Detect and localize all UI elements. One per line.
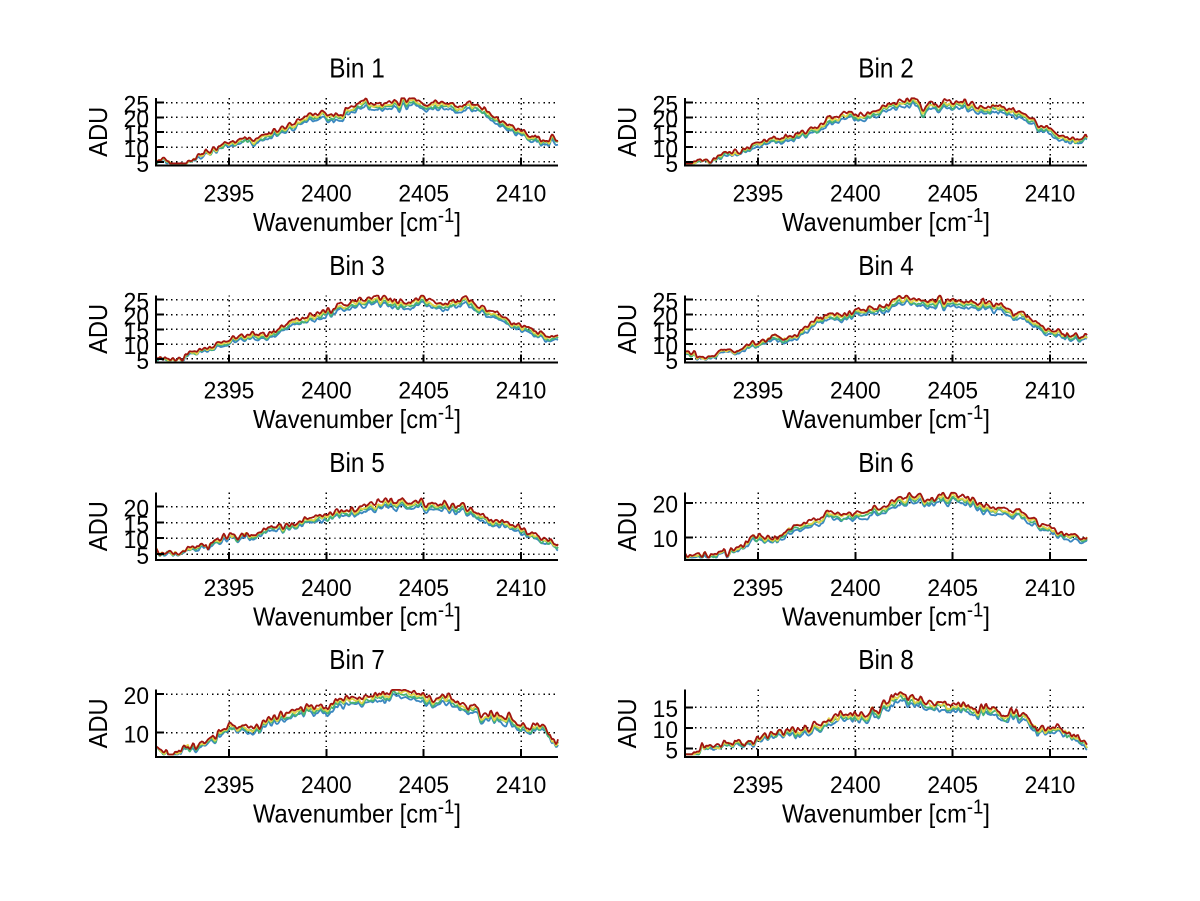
svg-text:ADU: ADU: [85, 501, 113, 551]
svg-text:5: 5: [136, 151, 149, 178]
svg-text:2405: 2405: [398, 772, 449, 799]
svg-text:Bin 3: Bin 3: [329, 249, 385, 281]
svg-text:2395: 2395: [204, 772, 255, 799]
svg-text:2405: 2405: [927, 575, 978, 602]
svg-text:2400: 2400: [301, 378, 352, 405]
svg-text:ADU: ADU: [614, 107, 642, 157]
svg-text:Wavenumber [cm-1]: Wavenumber [cm-1]: [782, 205, 990, 237]
svg-text:15: 15: [653, 318, 678, 345]
svg-text:10: 10: [124, 136, 149, 163]
svg-text:2405: 2405: [927, 181, 978, 208]
svg-text:Bin 2: Bin 2: [858, 52, 914, 84]
svg-text:2410: 2410: [1025, 378, 1076, 405]
svg-text:20: 20: [124, 683, 149, 710]
svg-text:2410: 2410: [496, 575, 547, 602]
svg-text:2400: 2400: [301, 181, 352, 208]
svg-text:2395: 2395: [733, 378, 784, 405]
svg-text:Bin 7: Bin 7: [329, 643, 385, 675]
svg-text:ADU: ADU: [614, 698, 642, 748]
svg-text:2395: 2395: [733, 772, 784, 799]
svg-text:2395: 2395: [204, 575, 255, 602]
svg-text:15: 15: [653, 696, 678, 723]
svg-text:Wavenumber [cm-1]: Wavenumber [cm-1]: [782, 600, 990, 632]
svg-text:20: 20: [124, 106, 149, 133]
svg-text:25: 25: [653, 92, 678, 119]
svg-text:15: 15: [653, 121, 678, 148]
svg-text:2405: 2405: [398, 575, 449, 602]
svg-text:2400: 2400: [301, 772, 352, 799]
svg-text:Wavenumber [cm-1]: Wavenumber [cm-1]: [253, 600, 461, 632]
svg-text:ADU: ADU: [85, 698, 113, 748]
svg-text:Bin 6: Bin 6: [858, 446, 914, 478]
svg-text:2410: 2410: [1025, 181, 1076, 208]
svg-text:10: 10: [653, 717, 678, 744]
svg-text:2405: 2405: [398, 181, 449, 208]
svg-text:5: 5: [665, 738, 678, 765]
svg-text:2400: 2400: [830, 772, 881, 799]
svg-text:Bin 8: Bin 8: [858, 643, 914, 675]
svg-text:Wavenumber [cm-1]: Wavenumber [cm-1]: [782, 402, 990, 434]
svg-text:2400: 2400: [301, 575, 352, 602]
svg-text:25: 25: [653, 289, 678, 316]
svg-text:2410: 2410: [1025, 575, 1076, 602]
svg-text:2410: 2410: [496, 378, 547, 405]
svg-text:25: 25: [124, 289, 149, 316]
svg-text:Wavenumber [cm-1]: Wavenumber [cm-1]: [253, 797, 461, 829]
svg-text:15: 15: [124, 121, 149, 148]
svg-text:2410: 2410: [496, 772, 547, 799]
svg-text:Bin 1: Bin 1: [329, 52, 385, 84]
svg-text:10: 10: [653, 136, 678, 163]
svg-text:2410: 2410: [496, 181, 547, 208]
svg-text:Wavenumber [cm-1]: Wavenumber [cm-1]: [253, 402, 461, 434]
svg-text:10: 10: [653, 526, 678, 553]
svg-text:2400: 2400: [830, 575, 881, 602]
svg-text:25: 25: [124, 92, 149, 119]
svg-text:10: 10: [124, 722, 149, 749]
svg-text:Wavenumber [cm-1]: Wavenumber [cm-1]: [253, 205, 461, 237]
svg-text:ADU: ADU: [614, 304, 642, 354]
svg-text:2395: 2395: [204, 181, 255, 208]
svg-text:10: 10: [124, 527, 149, 554]
svg-text:ADU: ADU: [85, 107, 113, 157]
svg-text:5: 5: [136, 348, 149, 375]
svg-text:20: 20: [653, 492, 678, 519]
svg-text:Wavenumber [cm-1]: Wavenumber [cm-1]: [782, 797, 990, 829]
svg-text:5: 5: [665, 348, 678, 375]
svg-text:2395: 2395: [733, 181, 784, 208]
svg-text:15: 15: [124, 318, 149, 345]
svg-text:10: 10: [124, 333, 149, 360]
svg-text:ADU: ADU: [85, 304, 113, 354]
svg-text:20: 20: [124, 496, 149, 523]
svg-text:Bin 4: Bin 4: [858, 249, 914, 281]
svg-text:20: 20: [653, 304, 678, 331]
svg-text:2410: 2410: [1025, 772, 1076, 799]
svg-text:2405: 2405: [927, 772, 978, 799]
svg-text:ADU: ADU: [614, 501, 642, 551]
svg-text:2400: 2400: [830, 378, 881, 405]
svg-text:2395: 2395: [733, 575, 784, 602]
svg-text:10: 10: [653, 333, 678, 360]
svg-text:2395: 2395: [204, 378, 255, 405]
svg-text:20: 20: [653, 106, 678, 133]
svg-text:2405: 2405: [398, 378, 449, 405]
svg-text:Bin 5: Bin 5: [329, 446, 385, 478]
svg-text:2400: 2400: [830, 181, 881, 208]
svg-text:5: 5: [136, 543, 149, 570]
svg-text:5: 5: [665, 151, 678, 178]
svg-text:20: 20: [124, 304, 149, 331]
svg-text:2405: 2405: [927, 378, 978, 405]
svg-text:15: 15: [124, 512, 149, 539]
